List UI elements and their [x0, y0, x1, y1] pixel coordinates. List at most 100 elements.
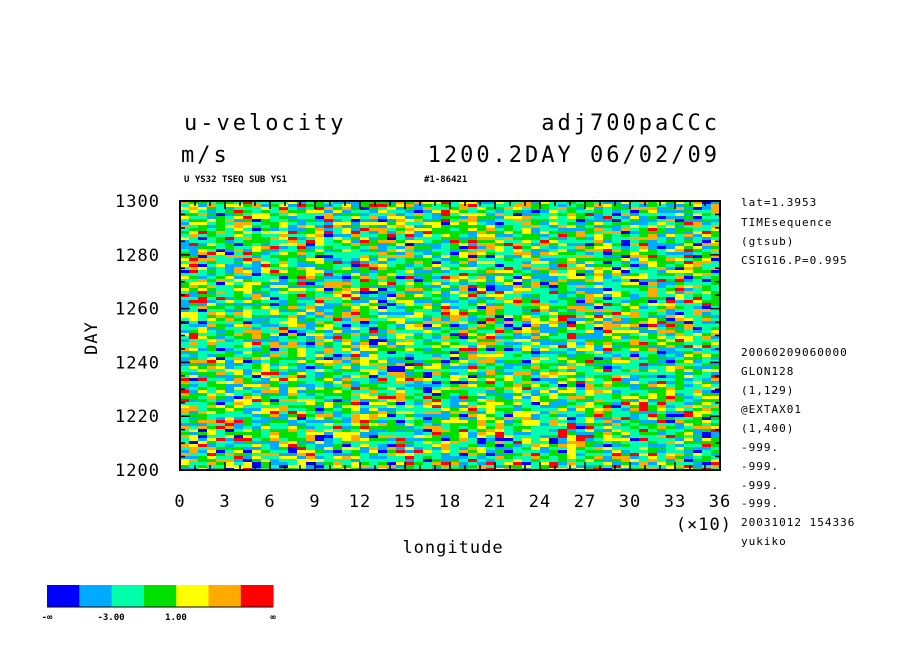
- heatmap-cell: [234, 276, 243, 279]
- heatmap-cell: [423, 429, 432, 432]
- heatmap-cell: [585, 213, 594, 216]
- heatmap-cell: [612, 237, 621, 240]
- heatmap-cell: [360, 360, 369, 363]
- heatmap-cell: [324, 207, 333, 210]
- heatmap-cell: [216, 333, 225, 336]
- heatmap-cell: [369, 315, 378, 318]
- heatmap-cell: [567, 270, 576, 273]
- heatmap-cell: [531, 354, 540, 357]
- heatmap-cell: [396, 237, 405, 240]
- heatmap-cell: [486, 279, 495, 282]
- heatmap-cell: [378, 231, 387, 234]
- heatmap-cell: [369, 342, 378, 345]
- heatmap-cell: [306, 399, 315, 402]
- heatmap-cell: [216, 231, 225, 234]
- heatmap-cell: [225, 207, 234, 210]
- heatmap-cell: [675, 291, 684, 294]
- heatmap-cell: [306, 324, 315, 327]
- heatmap-cell: [540, 414, 549, 417]
- heatmap-cell: [549, 276, 558, 279]
- heatmap-cell: [558, 414, 567, 417]
- heatmap-cell: [288, 315, 297, 318]
- heatmap-cell: [279, 339, 288, 342]
- heatmap-cell: [189, 222, 198, 225]
- heatmap-cell: [495, 381, 504, 384]
- heatmap-cell: [288, 249, 297, 252]
- heatmap-cell: [666, 285, 675, 288]
- heatmap-cell: [675, 213, 684, 216]
- heatmap-cell: [558, 351, 567, 354]
- heatmap-cell: [216, 375, 225, 378]
- heatmap-cell: [630, 225, 639, 228]
- heatmap-cell: [288, 432, 297, 435]
- heatmap-cell: [414, 378, 423, 381]
- heatmap-cell: [639, 252, 648, 255]
- heatmap-cell: [279, 327, 288, 330]
- heatmap-cell: [567, 267, 576, 270]
- heatmap-cell: [216, 396, 225, 399]
- heatmap-cell: [342, 432, 351, 435]
- heatmap-cell: [612, 333, 621, 336]
- heatmap-cell: [324, 300, 333, 303]
- heatmap-cell: [333, 210, 342, 213]
- heatmap-cell: [495, 291, 504, 294]
- heatmap-cell: [315, 246, 324, 249]
- heatmap-cell: [675, 441, 684, 444]
- heatmap-cell: [396, 354, 405, 357]
- heatmap-cell: [576, 423, 585, 426]
- heatmap-cell: [270, 318, 279, 321]
- heatmap-cell: [333, 387, 342, 390]
- heatmap-cell: [315, 258, 324, 261]
- heatmap-cell: [495, 348, 504, 351]
- heatmap-cell: [549, 228, 558, 231]
- heatmap-cell: [243, 390, 252, 393]
- heatmap-cell: [198, 372, 207, 375]
- heatmap-cell: [702, 348, 711, 351]
- heatmap-cell: [504, 267, 513, 270]
- heatmap-cell: [585, 447, 594, 450]
- heatmap-cell: [414, 228, 423, 231]
- heatmap-cell: [630, 429, 639, 432]
- heatmap-cell: [486, 315, 495, 318]
- heatmap-cell: [369, 339, 378, 342]
- heatmap-cell: [612, 279, 621, 282]
- heatmap-cell: [684, 438, 693, 441]
- heatmap-cell: [342, 261, 351, 264]
- heatmap-cell: [333, 363, 342, 366]
- heatmap-cell: [360, 447, 369, 450]
- heatmap-cell: [693, 285, 702, 288]
- heatmap-cell: [369, 240, 378, 243]
- heatmap-cell: [576, 441, 585, 444]
- heatmap-cell: [639, 417, 648, 420]
- heatmap-cell: [207, 381, 216, 384]
- heatmap-cell: [189, 321, 198, 324]
- heatmap-cell: [594, 333, 603, 336]
- heatmap-cell: [603, 402, 612, 405]
- heatmap-cell: [234, 441, 243, 444]
- heatmap-cell: [216, 408, 225, 411]
- heatmap-cell: [369, 438, 378, 441]
- heatmap-cell: [477, 378, 486, 381]
- heatmap-cell: [486, 447, 495, 450]
- heatmap-cell: [513, 222, 522, 225]
- heatmap-cell: [432, 363, 441, 366]
- heatmap-cell: [693, 420, 702, 423]
- heatmap-cell: [198, 444, 207, 447]
- heatmap-cell: [306, 237, 315, 240]
- heatmap-cell: [369, 354, 378, 357]
- heatmap-cell: [522, 285, 531, 288]
- heatmap-cell: [666, 336, 675, 339]
- heatmap-cell: [216, 324, 225, 327]
- heatmap-cell: [675, 381, 684, 384]
- heatmap-cell: [342, 387, 351, 390]
- heatmap-cell: [306, 243, 315, 246]
- heatmap-cell: [495, 375, 504, 378]
- heatmap-cell: [468, 273, 477, 276]
- heatmap-cell: [207, 384, 216, 387]
- heatmap-cell: [648, 219, 657, 222]
- heatmap-cell: [351, 261, 360, 264]
- heatmap-cell: [360, 288, 369, 291]
- heatmap-cell: [342, 366, 351, 369]
- heatmap-cell: [540, 210, 549, 213]
- heatmap-cell: [477, 216, 486, 219]
